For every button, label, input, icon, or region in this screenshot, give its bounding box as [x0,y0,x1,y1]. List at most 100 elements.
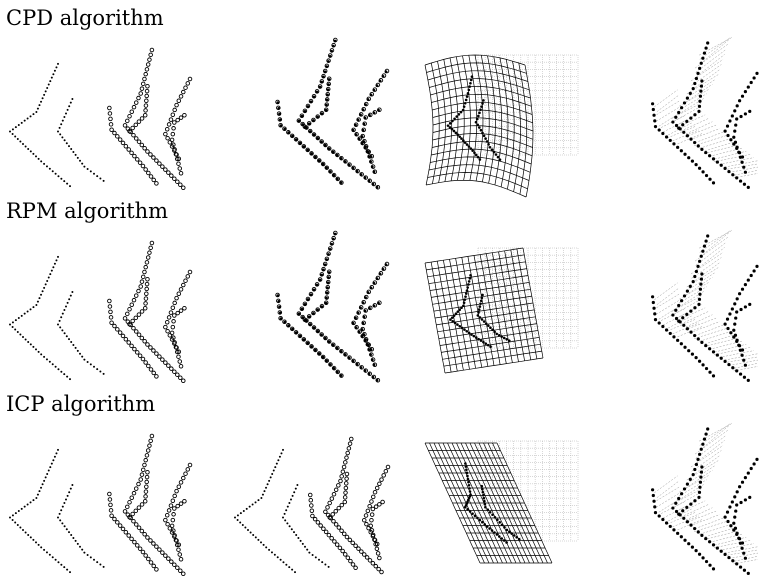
template-point [248,505,251,508]
template-point [17,510,20,512]
registered-point [743,476,748,480]
target-point [169,523,175,529]
template-point [81,162,84,165]
registered-point [372,363,376,367]
target-point [169,137,175,143]
registered-point [674,316,679,321]
warped-point [467,283,470,286]
target-point [139,502,145,507]
target-point [373,563,379,569]
target-point [347,537,353,543]
registered-point [680,106,684,110]
registered-point [699,475,703,479]
registered-point [276,101,280,104]
target-point [126,147,131,152]
template-point [29,308,32,311]
template-point [57,448,59,451]
template-point [296,484,299,486]
registered-point [323,143,327,147]
registered-point [735,117,739,121]
registered-point [740,287,745,291]
target-point [178,182,183,187]
target-point [151,541,156,546]
template-point [49,273,52,276]
registered-point [277,106,281,110]
correspondence-line [668,508,692,522]
target-point [370,561,376,566]
correspondence-line [724,546,758,554]
target-point [133,508,139,514]
registered-point [308,323,312,326]
target-point [321,526,326,531]
target-point [327,500,332,506]
registered-point [696,530,700,534]
target-point [109,513,114,519]
warped-point [464,295,467,298]
template-point [241,523,244,526]
warped-grid-line [442,343,541,360]
target-point [344,471,350,477]
target-point [337,545,343,551]
warped-point [449,318,452,321]
registered-point [339,181,343,185]
target-point [312,516,318,522]
target-point [151,348,156,353]
warped-grid-line [504,250,525,361]
registered-point [752,462,756,466]
template-point [19,333,22,336]
warped-point [469,81,472,85]
registered-point [708,154,712,158]
target-point [340,469,346,474]
registered-point [743,556,748,560]
template-point [318,558,320,561]
registered-point [653,119,657,123]
correspondence-line [685,314,713,328]
registered-point [300,307,304,311]
target-point [293,137,299,142]
warped-point [453,117,456,121]
target-point [172,340,177,345]
registered-point [279,317,283,321]
template-point [254,501,257,504]
registered-point [697,104,702,108]
registered-point [359,366,363,369]
template-point [324,563,327,566]
target-point [171,528,176,533]
registered-point [701,170,705,174]
registered-point [362,333,366,336]
registered-point [363,369,367,373]
registered-point [711,567,716,571]
template-point [51,363,54,366]
registered-point [697,297,702,301]
warped-grid-line [512,61,521,192]
warped-point [507,339,511,342]
template-point [53,69,56,72]
target-point [142,269,147,275]
registered-point [315,283,319,287]
target-point [339,373,344,378]
correspondence-line [657,115,685,130]
registered-point [325,65,329,69]
target-point [140,549,146,555]
template-point [60,177,63,180]
registered-point [700,533,704,538]
correspondence-line [654,475,678,494]
registered-point [677,319,681,323]
registered-point [723,515,727,519]
target-point [143,103,149,108]
target-point [372,489,378,495]
registered-point [704,239,708,243]
target-point [183,85,188,90]
registered-point [320,140,323,144]
target-point [326,146,332,151]
registered-point [321,75,325,79]
template-point [23,312,26,315]
registered-point [733,302,737,306]
registered-point [696,71,700,75]
target-point [126,340,131,345]
target-point [181,378,186,384]
target-point [330,512,335,517]
template-point [261,493,264,496]
warped-point [494,153,498,156]
correspondence-line [696,54,725,77]
